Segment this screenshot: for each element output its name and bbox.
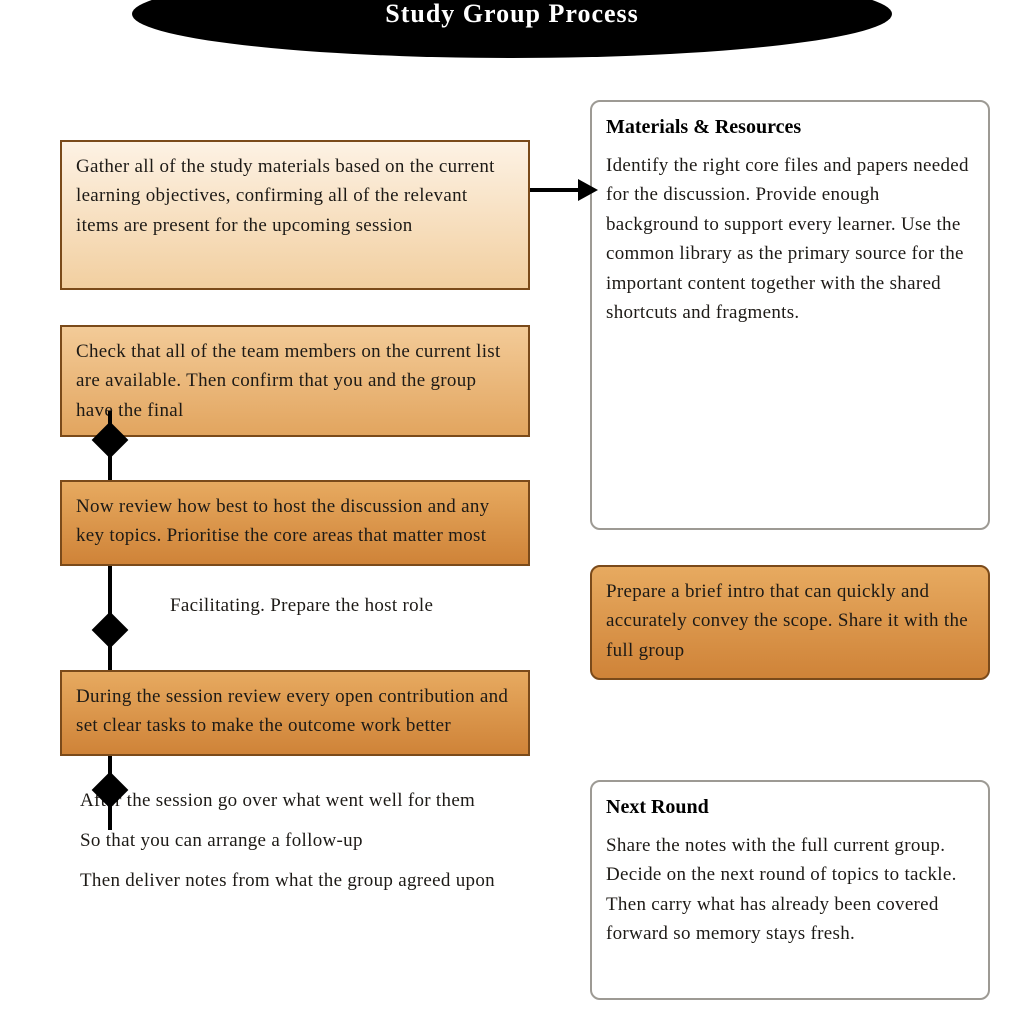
inline-label-5c: Then deliver notes from what the group a… bbox=[80, 870, 495, 892]
process-box-2-text: Check that all of the team members on th… bbox=[76, 341, 501, 421]
side-box-3-body: Share the notes with the full current gr… bbox=[606, 831, 974, 949]
side-box-3: Next Round Share the notes with the full… bbox=[590, 780, 990, 1000]
inline-label-5b: So that you can arrange a follow-up bbox=[80, 830, 363, 852]
side-box-1: Materials & Resources Identify the right… bbox=[590, 100, 990, 530]
process-box-1-text: Gather all of the study materials based … bbox=[76, 156, 495, 236]
process-box-1: Gather all of the study materials based … bbox=[60, 140, 530, 290]
process-box-2: Check that all of the team members on th… bbox=[60, 325, 530, 437]
title-text: Study Group Process bbox=[385, 0, 639, 29]
process-box-4: During the session review every open con… bbox=[60, 670, 530, 756]
side-box-1-heading: Materials & Resources bbox=[606, 112, 974, 143]
process-box-4-text: During the session review every open con… bbox=[76, 686, 508, 736]
process-box-3-text: Now review how best to host the discussi… bbox=[76, 496, 489, 546]
arrow-right-icon bbox=[530, 175, 600, 205]
diagram-canvas: Study Group Process Gather all of the st… bbox=[0, 0, 1024, 1024]
process-box-3: Now review how best to host the discussi… bbox=[60, 480, 530, 566]
side-box-2-body: Prepare a brief intro that can quickly a… bbox=[606, 577, 974, 665]
diamond-icon bbox=[92, 612, 129, 649]
side-box-1-body: Identify the right core files and papers… bbox=[606, 151, 974, 328]
title-ellipse: Study Group Process bbox=[132, 0, 892, 58]
inline-label-5a: After the session go over what went well… bbox=[80, 790, 475, 812]
side-box-3-heading: Next Round bbox=[606, 792, 974, 823]
side-box-2: Prepare a brief intro that can quickly a… bbox=[590, 565, 990, 680]
inline-label-3: Facilitating. Prepare the host role bbox=[170, 595, 433, 617]
